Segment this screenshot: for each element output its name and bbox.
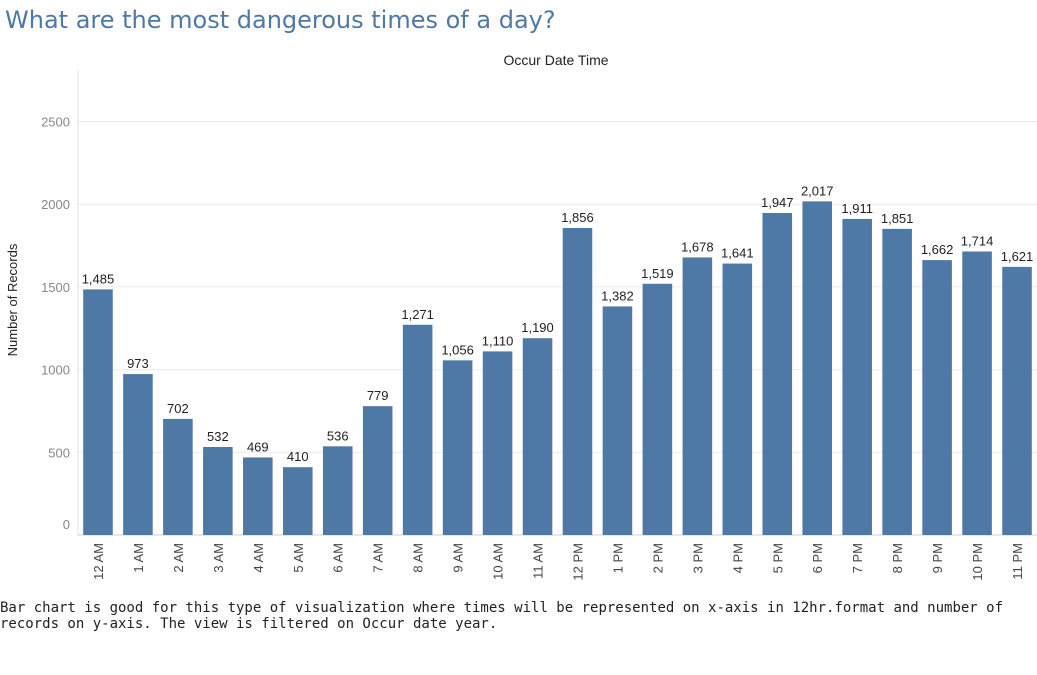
gridlines — [77, 70, 1037, 536]
page-title: What are the most dangerous times of a d… — [5, 6, 556, 34]
y-tick-label: 2500 — [41, 115, 70, 130]
x-axis-ticks: 12 AM 1 AM 2 AM 3 AM 4 AM 5 AM 6 AM 7 AM 8 AM 9 A… — [91, 543, 1025, 581]
x-tick-label: 4 AM — [251, 543, 266, 573]
data-labels: 1,485 973 702 532 469 410 536 779 1,271 1,056 1,11… — [82, 183, 1034, 464]
x-tick-label: 5 PM — [770, 543, 785, 573]
x-tick-label: 10 AM — [491, 543, 506, 580]
x-tick-label: 7 AM — [371, 543, 386, 573]
x-tick-label: 5 AM — [291, 543, 306, 573]
bar — [922, 260, 952, 535]
data-label: 1,851 — [881, 211, 914, 226]
bar — [562, 228, 593, 536]
data-label: 779 — [367, 388, 389, 403]
y-tick-label: 500 — [48, 445, 70, 460]
data-label: 410 — [287, 449, 309, 464]
y-tick-label: 1000 — [41, 363, 70, 378]
x-tick-label: 1 AM — [131, 543, 146, 573]
x-tick-label: 11 PM — [1010, 543, 1025, 580]
y-tick-label: 2000 — [41, 197, 70, 212]
x-tick-label: 10 PM — [970, 543, 985, 581]
x-tick-label: 8 AM — [411, 543, 426, 573]
x-tick-label: 9 AM — [451, 543, 466, 573]
data-label: 2,017 — [801, 183, 834, 198]
bar — [882, 228, 912, 535]
x-tick-label: 1 PM — [610, 543, 625, 573]
bar — [642, 283, 673, 535]
bar — [442, 360, 473, 535]
data-label: 1,271 — [401, 307, 434, 322]
data-label: 1,947 — [761, 195, 794, 210]
x-tick-label: 8 PM — [890, 543, 905, 573]
data-label: 1,519 — [641, 266, 674, 281]
x-tick-label: 3 AM — [211, 543, 226, 573]
data-label: 702 — [167, 401, 189, 416]
bar — [762, 212, 793, 536]
bar — [522, 338, 553, 535]
bar — [722, 263, 753, 535]
bar — [243, 457, 273, 535]
bar — [842, 218, 872, 535]
data-label: 532 — [207, 429, 229, 444]
data-label: 1,911 — [841, 201, 873, 216]
x-tick-label: 12 AM — [91, 543, 106, 580]
bar — [962, 251, 992, 535]
y-tick-label: 0 — [63, 517, 70, 532]
x-tick-label: 9 PM — [930, 543, 945, 573]
data-label: 1,190 — [521, 320, 554, 335]
data-label: 1,621 — [1001, 249, 1034, 264]
bar-chart: Occur Date Time Number of Records 0 500 10… — [5, 52, 1037, 581]
data-label: 1,382 — [601, 288, 634, 303]
x-tick-label: 2 PM — [650, 543, 665, 573]
bar — [482, 351, 513, 535]
data-label: 536 — [327, 428, 349, 443]
bar — [402, 324, 433, 535]
data-label: 1,678 — [681, 239, 714, 254]
data-label: 1,641 — [721, 246, 754, 261]
data-label: 469 — [247, 439, 269, 454]
bar — [83, 289, 113, 535]
x-tick-label: 12 PM — [570, 543, 585, 581]
bar — [322, 446, 353, 535]
bar — [602, 306, 633, 535]
chart-header: Occur Date Time — [503, 52, 608, 68]
y-axis-ticks: 0 500 1000 1500 2000 2500 — [41, 115, 70, 533]
y-tick-label: 1500 — [41, 280, 70, 295]
bar — [802, 201, 833, 536]
x-tick-label: 2 AM — [171, 543, 186, 573]
data-label: 1,714 — [961, 234, 994, 249]
data-label: 1,485 — [82, 271, 115, 286]
x-tick-label: 3 PM — [690, 543, 705, 573]
bar — [163, 418, 193, 535]
data-label: 1,056 — [441, 342, 474, 357]
bars — [83, 201, 1032, 536]
chart-caption: Bar chart is good for this type of visua… — [0, 600, 1012, 632]
data-label: 973 — [127, 356, 149, 371]
bar — [682, 257, 713, 535]
bar — [282, 467, 313, 535]
x-tick-label: 4 PM — [730, 543, 745, 573]
x-tick-label: 11 AM — [531, 543, 546, 579]
x-tick-label: 6 PM — [810, 543, 825, 573]
x-tick-label: 6 AM — [331, 543, 346, 573]
bar — [203, 447, 233, 535]
bar — [1002, 266, 1032, 535]
bar — [123, 374, 153, 535]
bar — [362, 406, 393, 535]
data-label: 1,110 — [482, 333, 514, 348]
data-label: 1,662 — [921, 242, 954, 257]
data-label: 1,856 — [561, 210, 594, 225]
x-tick-label: 7 PM — [850, 543, 865, 573]
y-axis-label: Number of Records — [5, 243, 20, 356]
